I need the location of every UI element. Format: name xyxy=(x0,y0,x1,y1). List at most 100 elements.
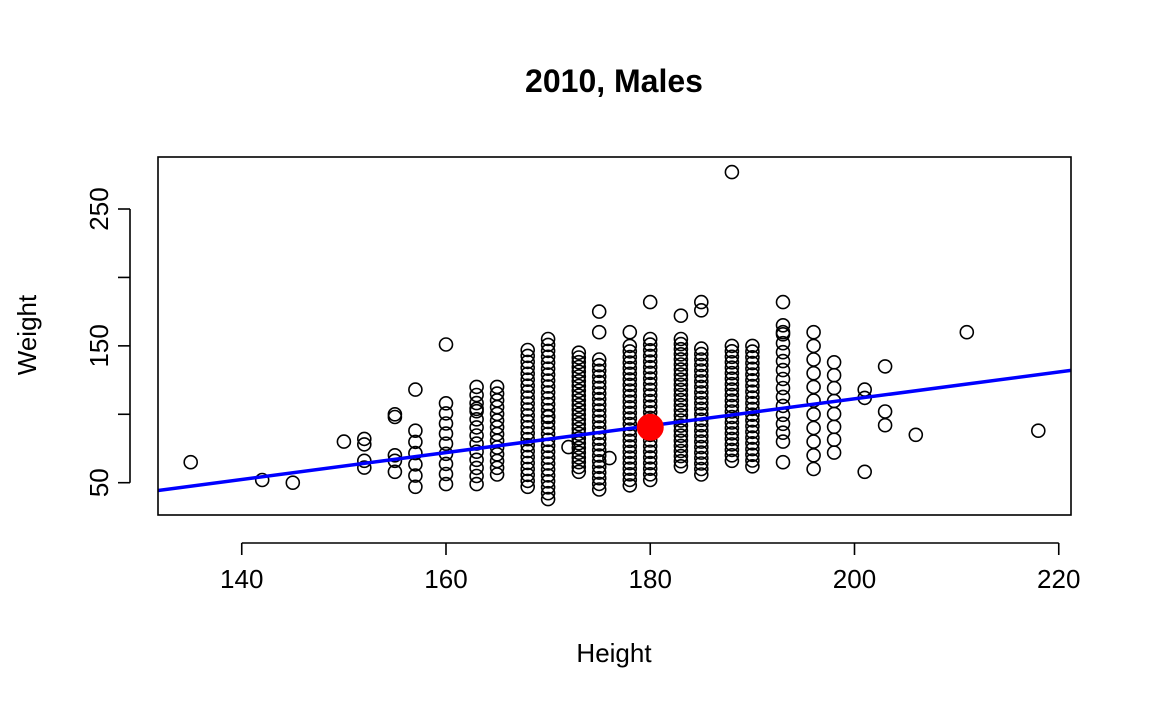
data-point xyxy=(571,373,587,389)
data-point xyxy=(438,436,454,452)
data-point xyxy=(469,468,484,484)
data-point xyxy=(438,426,454,441)
data-point xyxy=(826,419,842,435)
data-point xyxy=(489,379,505,395)
data-point xyxy=(642,331,658,347)
data-point xyxy=(745,355,760,371)
data-point xyxy=(438,476,454,492)
data-point xyxy=(673,397,689,413)
data-point xyxy=(540,355,556,371)
data-point xyxy=(806,420,821,436)
data-point xyxy=(775,454,791,470)
data-point xyxy=(806,365,821,381)
data-point xyxy=(408,479,423,495)
data-point xyxy=(520,402,536,417)
data-point xyxy=(336,434,352,449)
data-point xyxy=(724,338,740,354)
data-point xyxy=(724,371,740,387)
data-point xyxy=(571,464,587,480)
data-point xyxy=(622,394,638,410)
data-point xyxy=(775,294,791,310)
data-point xyxy=(571,350,587,365)
data-point xyxy=(408,468,423,483)
data-point xyxy=(591,363,607,379)
data-point xyxy=(591,391,607,407)
data-point xyxy=(724,349,740,365)
data-point xyxy=(520,366,536,382)
data-point xyxy=(775,353,791,369)
data-point xyxy=(775,389,791,405)
data-point xyxy=(408,382,423,397)
data-point xyxy=(693,445,709,460)
data-point xyxy=(745,441,760,457)
data-point xyxy=(693,346,709,362)
y-tick-label: 150 xyxy=(84,324,114,367)
data-point xyxy=(469,452,484,468)
data-point xyxy=(642,450,658,465)
data-point xyxy=(673,336,689,352)
data-point xyxy=(438,406,454,421)
data-point xyxy=(724,437,740,452)
data-point xyxy=(540,491,556,507)
data-point xyxy=(745,390,760,405)
data-point xyxy=(693,390,709,406)
data-point xyxy=(591,448,607,463)
data-point xyxy=(693,461,709,477)
data-point xyxy=(673,418,689,433)
data-point xyxy=(642,348,658,364)
data-point xyxy=(469,401,484,417)
data-point xyxy=(673,443,689,459)
data-point xyxy=(775,317,791,333)
data-point xyxy=(571,402,587,418)
data-point xyxy=(520,473,536,489)
data-point xyxy=(540,444,556,460)
data-point xyxy=(571,359,587,375)
data-point xyxy=(693,428,709,444)
data-point xyxy=(571,364,587,380)
data-point xyxy=(724,453,740,469)
data-point xyxy=(693,385,709,400)
data-point xyxy=(806,379,821,395)
data-point xyxy=(745,384,760,400)
data-point xyxy=(642,354,658,369)
data-point xyxy=(540,473,556,489)
data-point xyxy=(469,395,484,411)
data-point xyxy=(571,378,587,394)
data-point xyxy=(693,294,709,310)
data-point xyxy=(745,447,760,463)
data-point xyxy=(673,402,689,418)
data-point xyxy=(693,401,709,417)
data-point xyxy=(693,439,709,455)
data-point xyxy=(622,388,638,404)
data-point xyxy=(469,460,484,476)
data-point xyxy=(693,434,709,449)
data-point xyxy=(520,425,536,441)
data-point xyxy=(622,349,638,365)
data-point xyxy=(622,439,638,454)
data-point xyxy=(673,341,689,357)
data-point xyxy=(673,367,689,382)
data-point xyxy=(724,354,740,370)
x-tick-label: 220 xyxy=(1037,564,1080,594)
data-point xyxy=(745,458,760,474)
data-point xyxy=(724,398,740,414)
data-point xyxy=(642,365,658,381)
data-point xyxy=(591,403,607,418)
data-point xyxy=(520,455,536,471)
data-point xyxy=(387,409,403,425)
data-point xyxy=(806,434,821,449)
data-point xyxy=(775,344,791,360)
data-point xyxy=(571,459,587,475)
data-point xyxy=(540,385,556,400)
data-point xyxy=(622,478,638,493)
data-point xyxy=(745,401,760,417)
data-point xyxy=(642,371,658,386)
chart-title: 2010, Males xyxy=(525,63,703,99)
data-point xyxy=(775,380,791,396)
data-point xyxy=(693,395,709,411)
data-point xyxy=(591,476,607,492)
data-point xyxy=(622,433,638,449)
data-point xyxy=(591,397,607,413)
data-point xyxy=(693,352,709,367)
data-point xyxy=(806,338,821,354)
